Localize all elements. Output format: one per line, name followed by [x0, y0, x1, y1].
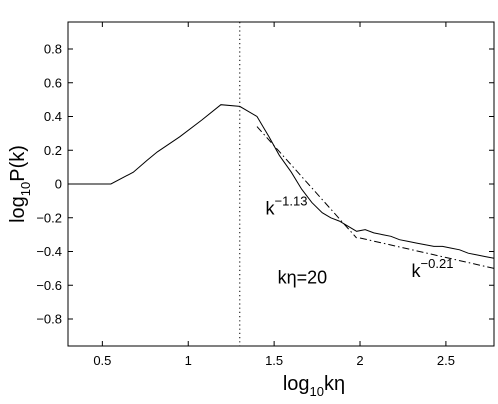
y-tick-label: 0.2 — [44, 143, 62, 158]
annotation-2: kη=20 — [278, 268, 328, 288]
y-tick-label: −0.8 — [36, 312, 62, 327]
x-axis-label-base: log — [283, 373, 310, 395]
x-tick-label: 0.5 — [93, 353, 111, 368]
plot-frame — [67, 21, 495, 347]
power-law-fit-line-1 — [256, 126, 357, 239]
annotation-1: k−0.21 — [412, 256, 454, 281]
annotation-exponent: −0.21 — [421, 256, 454, 271]
power-law-fit-line-2 — [359, 237, 495, 269]
y-axis-label-sub: 10 — [18, 182, 33, 196]
y-tick-label: 0.4 — [44, 109, 62, 124]
x-tick-label: 1.5 — [265, 353, 283, 368]
x-tick-label: 2 — [356, 353, 363, 368]
x-tick-label: 2.5 — [437, 353, 455, 368]
y-axis-label-rest: P(k) — [7, 145, 29, 182]
x-axis-label: log10kη — [283, 373, 345, 399]
y-axis-label-base: log — [7, 196, 29, 223]
x-axis-label-rest: kη — [324, 373, 345, 395]
x-tick-label: 1 — [185, 353, 192, 368]
y-tick-label: −0.2 — [36, 210, 62, 225]
spectrum-line — [68, 104, 495, 259]
annotation-exponent: −1.13 — [275, 193, 308, 208]
y-tick-label: −0.6 — [36, 278, 62, 293]
y-tick-label: −0.4 — [36, 244, 62, 259]
annotation-0: k−1.13 — [266, 193, 308, 218]
x-axis-label-sub: 10 — [310, 384, 324, 399]
y-tick-label: 0.6 — [44, 75, 62, 90]
annotation-base: k — [266, 198, 276, 218]
y-tick-label: 0.8 — [44, 42, 62, 57]
y-axis-label: log10P(k) — [7, 145, 33, 223]
y-tick-label: 0 — [55, 177, 62, 192]
plot-area: 0.5 1 1.5 2 2.5 0.8 0.6 0.4 0.2 0 −0.2 −0.4 −0.6 −0.8… — [36, 21, 495, 368]
annotation-base: k — [412, 261, 422, 281]
